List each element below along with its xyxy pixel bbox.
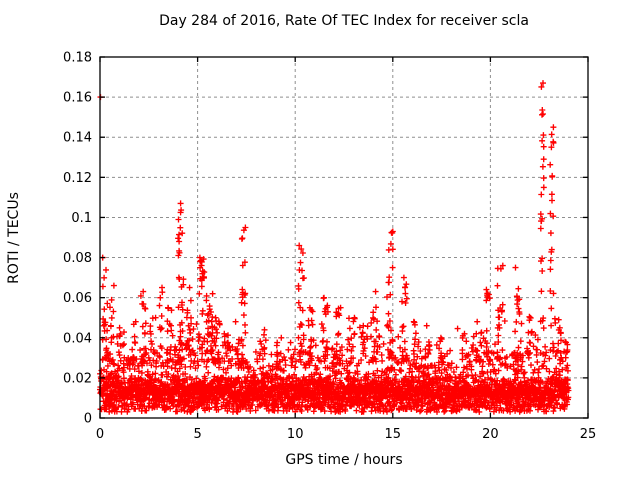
- x-axis-label: GPS time / hours: [285, 452, 403, 468]
- plot-border-and-ticks: [99, 56, 589, 419]
- y-tick-label: 0.08: [63, 251, 92, 266]
- x-tick-label: 25: [580, 427, 597, 442]
- x-tick-label: 15: [385, 427, 402, 442]
- y-tick-label: 0.06: [63, 291, 92, 306]
- y-tick-label: 0.16: [63, 91, 92, 106]
- y-tick-label: 0: [84, 412, 92, 427]
- y-tick-label: 0.02: [63, 371, 92, 386]
- y-tick-label: 0.04: [63, 331, 92, 346]
- y-tick-label: 0.1: [71, 211, 92, 226]
- chart-title: Day 284 of 2016, Rate Of TEC Index for r…: [159, 13, 529, 29]
- data-points-series: [97, 80, 572, 415]
- x-tick-label: 5: [193, 427, 201, 442]
- y-tick-label: 0.18: [63, 51, 92, 66]
- y-tick-label: 0.14: [63, 131, 92, 146]
- x-tick-label: 0: [96, 427, 104, 442]
- x-tick-label: 10: [287, 427, 304, 442]
- tick-labels: 0 0.02 0.04 0.06 0.08 0.1 0.12 0.14 0.16 0.18 0 5 10…: [63, 51, 596, 443]
- y-tick-label: 0.12: [63, 171, 92, 186]
- x-tick-label: 20: [482, 427, 499, 442]
